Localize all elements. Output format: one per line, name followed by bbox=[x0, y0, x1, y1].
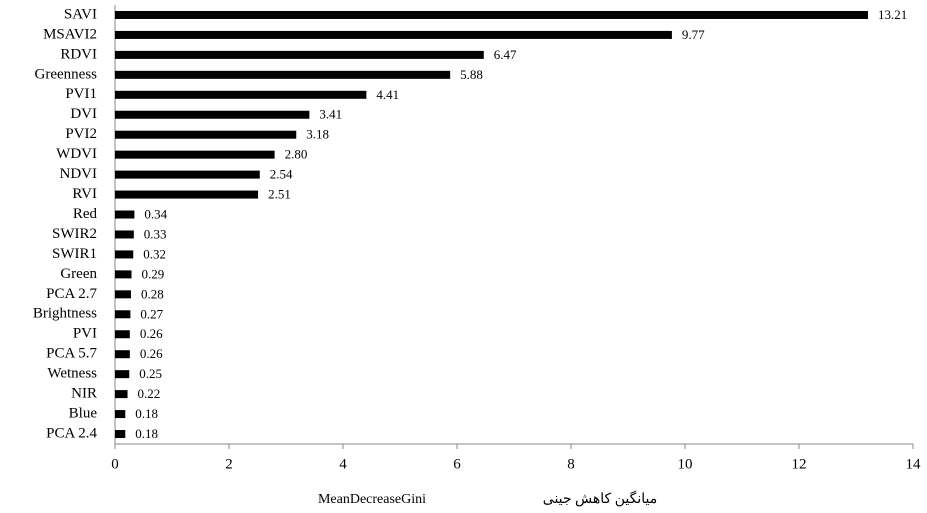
x-tick-label: 0 bbox=[111, 456, 119, 472]
value-label: 0.18 bbox=[135, 406, 158, 421]
x-tick-label: 14 bbox=[906, 456, 922, 472]
bar bbox=[115, 310, 131, 319]
bar bbox=[115, 70, 451, 79]
value-label: 13.21 bbox=[878, 7, 907, 22]
bar bbox=[115, 230, 134, 239]
y-tick-label: MSAVI2 bbox=[43, 26, 97, 42]
value-label: 5.88 bbox=[460, 67, 483, 82]
bar bbox=[115, 350, 130, 359]
y-tick-label: PCA 2.7 bbox=[46, 286, 97, 302]
bar bbox=[115, 270, 132, 279]
value-label: 0.26 bbox=[140, 346, 163, 361]
y-tick-label: NDVI bbox=[60, 166, 98, 182]
y-tick-label: PCA 2.4 bbox=[46, 425, 97, 441]
bar bbox=[115, 150, 275, 159]
y-tick-label: Greenness bbox=[35, 66, 98, 82]
value-label: 0.18 bbox=[135, 426, 158, 441]
value-label: 2.80 bbox=[285, 147, 308, 162]
x-tick-label: 6 bbox=[453, 456, 461, 472]
value-label: 2.54 bbox=[270, 167, 293, 182]
y-tick-label: Wetness bbox=[47, 366, 97, 382]
y-tick-label: SAVI bbox=[64, 6, 97, 22]
value-label: 0.33 bbox=[144, 226, 167, 241]
value-label: 3.18 bbox=[306, 127, 329, 142]
value-label: 0.26 bbox=[140, 326, 163, 341]
bar bbox=[115, 290, 131, 299]
value-label: 0.27 bbox=[140, 306, 163, 321]
x-axis-label: MeanDecreaseGini bbox=[318, 492, 426, 507]
y-tick-label: SWIR1 bbox=[52, 246, 97, 262]
bar bbox=[115, 170, 260, 179]
value-label: 2.51 bbox=[268, 187, 291, 202]
bar bbox=[115, 10, 868, 19]
x-axis-label: میانگین کاهش جینی bbox=[543, 490, 657, 507]
x-tick-label: 10 bbox=[678, 456, 693, 472]
value-label: 0.32 bbox=[143, 246, 166, 261]
bar bbox=[115, 370, 130, 379]
bar bbox=[115, 390, 128, 399]
y-tick-label: Brightness bbox=[33, 306, 97, 322]
value-label: 0.28 bbox=[141, 286, 164, 301]
y-tick-label: PVI bbox=[73, 326, 97, 342]
value-label: 4.41 bbox=[376, 87, 399, 102]
y-tick-label: Red bbox=[73, 206, 98, 222]
y-tick-label: PVI1 bbox=[65, 86, 97, 102]
value-label: 3.41 bbox=[319, 107, 342, 122]
value-label: 0.29 bbox=[142, 266, 165, 281]
y-tick-label: RVI bbox=[72, 186, 97, 202]
x-tick-label: 8 bbox=[567, 456, 575, 472]
bar bbox=[115, 330, 130, 339]
bar bbox=[115, 50, 484, 59]
y-tick-label: PCA 5.7 bbox=[46, 346, 97, 362]
y-tick-label: Blue bbox=[69, 406, 98, 422]
y-tick-label: SWIR2 bbox=[52, 226, 97, 242]
y-tick-label: WDVI bbox=[56, 146, 97, 162]
value-label: 0.22 bbox=[138, 386, 161, 401]
x-tick-label: 12 bbox=[792, 456, 807, 472]
bar bbox=[115, 210, 135, 219]
bar bbox=[115, 90, 367, 99]
bar bbox=[115, 190, 259, 199]
bar bbox=[115, 30, 672, 39]
value-label: 6.47 bbox=[494, 47, 517, 62]
value-label: 9.77 bbox=[682, 27, 705, 42]
value-label: 0.34 bbox=[144, 207, 167, 222]
y-tick-label: PVI2 bbox=[65, 126, 97, 142]
bar bbox=[115, 130, 297, 139]
y-tick-label: Green bbox=[60, 266, 97, 282]
bar bbox=[115, 110, 310, 119]
y-tick-label: DVI bbox=[70, 106, 97, 122]
y-tick-label: NIR bbox=[71, 386, 97, 402]
x-tick-label: 2 bbox=[225, 456, 233, 472]
x-tick-label: 4 bbox=[339, 456, 347, 472]
bar bbox=[115, 250, 134, 259]
y-tick-label: RDVI bbox=[60, 46, 97, 62]
bar bbox=[115, 430, 126, 439]
bar bbox=[115, 410, 126, 419]
value-label: 0.25 bbox=[139, 366, 162, 381]
